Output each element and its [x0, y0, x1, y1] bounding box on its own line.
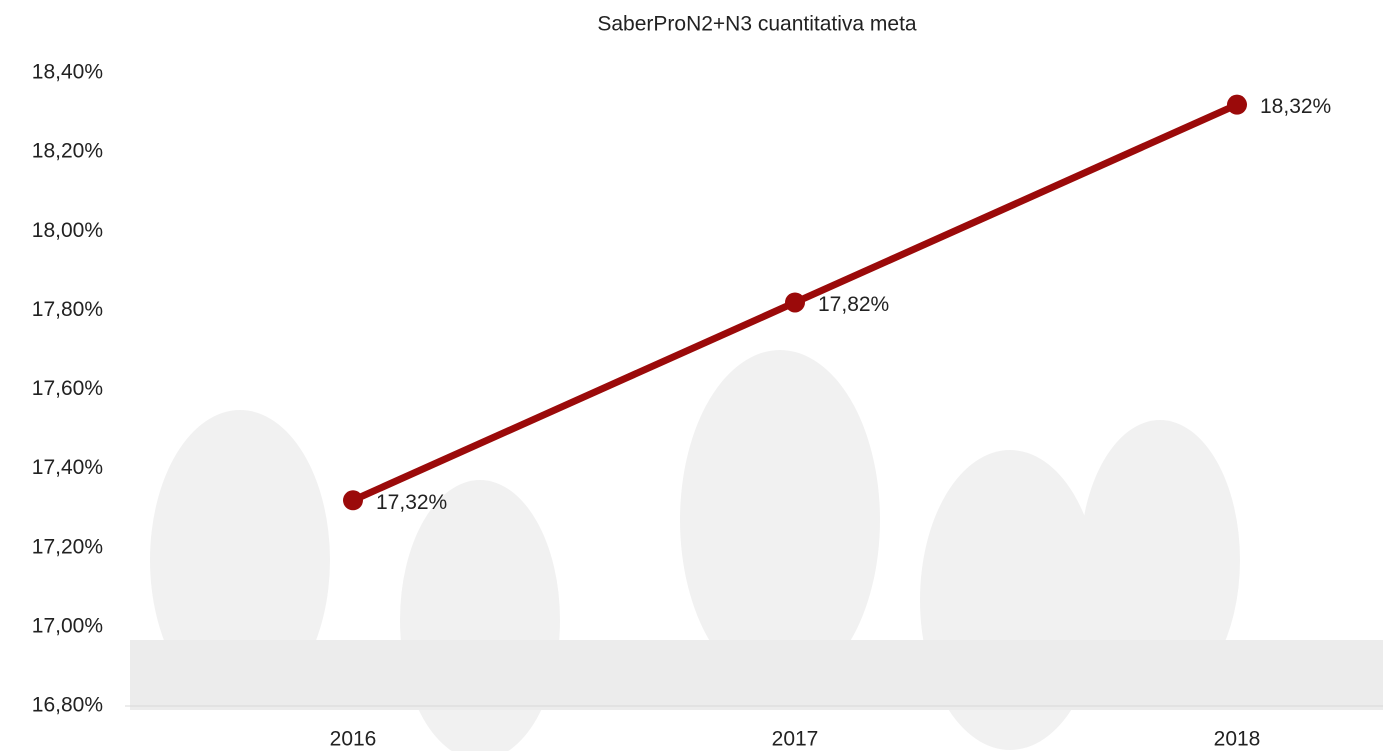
marker [343, 490, 363, 510]
y-tick-label: 17,20% [32, 535, 103, 558]
data-label: 17,82% [818, 293, 889, 316]
y-tick-label: 18,00% [32, 219, 103, 242]
background-photo [130, 350, 1383, 751]
y-tick-label: 17,60% [32, 377, 103, 400]
marker [1227, 95, 1247, 115]
x-tick-label: 2016 [330, 728, 377, 751]
data-label: 17,32% [376, 491, 447, 514]
chart-title: SaberProN2+N3 cuantitativa meta [597, 13, 917, 36]
y-tick-label: 18,20% [32, 140, 103, 163]
x-tick-label: 2018 [1214, 728, 1261, 751]
y-tick-label: 17,00% [32, 614, 103, 637]
y-tick-label: 16,80% [32, 694, 103, 717]
page: SaberProN2+N3 cuantitativa meta 16,80% 17… [0, 0, 1383, 751]
y-tick-label: 18,40% [32, 61, 103, 84]
x-tick-label: 2017 [772, 728, 819, 751]
y-tick-label: 17,40% [32, 456, 103, 479]
y-tick-label: 17,80% [32, 298, 103, 321]
marker [785, 292, 805, 312]
data-label: 18,32% [1260, 95, 1331, 118]
chart: SaberProN2+N3 cuantitativa meta 16,80% 17… [0, 0, 1383, 751]
